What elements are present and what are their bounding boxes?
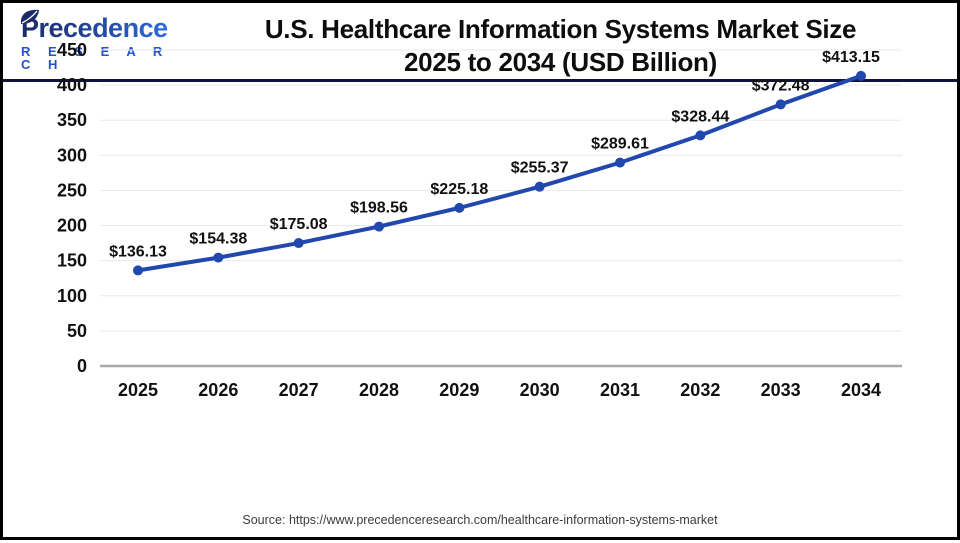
data-point-label: $225.18	[430, 181, 488, 198]
data-point-label: $289.61	[591, 136, 649, 153]
x-tick-label: 2029	[439, 380, 479, 400]
y-tick-label: 0	[77, 356, 87, 376]
x-tick-label: 2028	[359, 380, 399, 400]
logo-sub-text: R E S E A R C H	[21, 44, 170, 72]
y-tick-label: 350	[57, 110, 87, 130]
data-point-label: $372.48	[752, 77, 810, 94]
data-point-marker	[213, 252, 224, 263]
y-tick-label: 50	[67, 321, 87, 341]
data-point-marker	[775, 99, 786, 110]
gridlines-group	[100, 49, 902, 368]
x-tick-label: 2030	[520, 380, 560, 400]
data-point-marker	[454, 202, 465, 213]
y-tick-label: 300	[57, 145, 87, 165]
data-point-label: $198.56	[350, 200, 408, 217]
leaf-icon	[20, 9, 39, 24]
data-point-marker	[293, 238, 304, 249]
header: Precedence R E S E A R C H U.S. Healthca…	[3, 3, 957, 82]
data-point-marker	[856, 70, 866, 81]
y-tick-label: 250	[57, 180, 87, 200]
data-point-label: $413.15	[822, 49, 880, 66]
y-tick-label: 450	[57, 40, 87, 60]
x-tick-label: 2031	[600, 380, 640, 400]
x-tick-label: 2034	[841, 380, 881, 400]
logo-brand-text: Precedence	[21, 13, 168, 43]
chart-title-line1: U.S. Healthcare Information Systems Mark…	[264, 14, 857, 44]
data-point-marker	[695, 130, 706, 141]
chart-area: 0 50 100 150 200 250 300 350 400 450 2025 2026 2027 2…	[3, 3, 960, 543]
data-labels: $136.13 $154.38 $175.08 $198.56 $225.18 $255.…	[109, 49, 880, 261]
x-tick-label: 2033	[761, 380, 801, 400]
y-axis-labels: 0 50 100 150 200 250 300 350 400 450	[57, 40, 87, 376]
data-point-label: $175.08	[270, 216, 328, 233]
series-polyline	[136, 73, 863, 273]
data-point-marker	[374, 221, 384, 232]
data-point-marker	[534, 181, 545, 192]
x-tick-label: 2025	[118, 380, 158, 400]
y-tick-label: 100	[57, 286, 87, 306]
x-tick-label: 2032	[680, 380, 720, 400]
x-tick-label: 2027	[279, 380, 319, 400]
data-points	[133, 70, 866, 276]
precedence-research-logo: Precedence R E S E A R C H	[20, 9, 181, 72]
series-line	[136, 73, 863, 273]
x-axis-labels: 2025 2026 2027 2028 2029 2030 2031 2032 2033 2034	[118, 380, 881, 400]
x-tick-label: 2026	[198, 380, 238, 400]
chart-title-line2: 2025 to 2034 (USD Billion)	[404, 47, 717, 77]
data-point-marker	[133, 265, 143, 276]
data-point-label: $136.13	[109, 243, 167, 260]
data-point-label: $328.44	[671, 108, 729, 125]
y-tick-label: 150	[57, 251, 87, 271]
data-point-label: $255.37	[511, 160, 569, 177]
chart-title: U.S. Healthcare Information Systems Mark…	[173, 3, 948, 79]
data-point-marker	[615, 157, 625, 168]
source-note: Source: https://www.precedenceresearch.c…	[242, 513, 718, 527]
y-tick-label: 200	[57, 216, 87, 236]
y-tick-label: 400	[57, 75, 87, 95]
data-point-label: $154.38	[189, 231, 247, 248]
